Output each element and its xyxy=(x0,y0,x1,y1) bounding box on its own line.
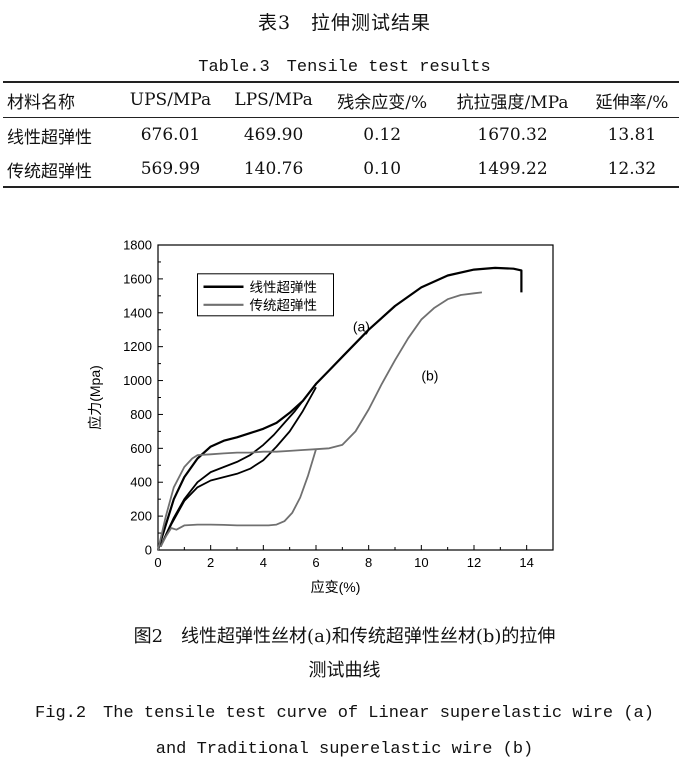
cell-material-name: 线性超弹性 xyxy=(7,127,92,148)
y-tick-label: 1400 xyxy=(123,305,152,320)
x-tick-label: 8 xyxy=(365,555,372,570)
x-axis-label: 应变(%) xyxy=(311,579,361,595)
header-residual-strain: 残余应变/% xyxy=(337,92,428,113)
header-ups: UPS/MPa xyxy=(129,90,212,110)
x-tick-label: 12 xyxy=(467,555,481,570)
legend-label: 线性超弹性 xyxy=(250,280,318,295)
series-line-2 xyxy=(159,383,317,547)
table-title: 表3 拉伸测试结果 xyxy=(257,12,432,34)
header-material-name: 材料名称 xyxy=(7,92,75,113)
series-annotations: (a) (b) xyxy=(353,318,439,383)
y-tick-label: 1200 xyxy=(123,339,152,354)
x-tick-label: 0 xyxy=(154,555,161,570)
figure-caption-english-line: and Traditional superelastic wire (b) xyxy=(155,740,534,759)
figure-caption-line: 图2 线性超弹性丝材(a)和传统超弹性丝材(b)的拉伸 xyxy=(133,626,556,647)
table-title-english: Table.3 Tensile test results xyxy=(198,58,491,77)
header-tensile-strength: 抗拉强度/MPa xyxy=(456,92,569,113)
results-table: 材料名称 UPS/MPa LPS/MPa 残余应变/% 抗拉强度/MPa 延伸率… xyxy=(3,81,679,188)
y-tick-label: 1600 xyxy=(123,271,152,286)
legend-label: 传统超弹性 xyxy=(250,298,318,313)
cell-lps: 140.76 xyxy=(243,159,304,179)
figure-caption: 图2 线性超弹性丝材(a)和传统超弹性丝材(b)的拉伸 测试曲线 xyxy=(0,620,689,688)
y-tick-label: 0 xyxy=(145,543,152,558)
cell-lps: 469.90 xyxy=(243,125,304,145)
cell-residual-strain: 0.12 xyxy=(363,125,402,145)
data-series xyxy=(156,266,523,551)
cell-material-name: 传统超弹性 xyxy=(7,161,92,182)
series-line-5 xyxy=(159,448,317,548)
x-tick-label: 4 xyxy=(260,555,267,570)
y-tick-label: 800 xyxy=(130,407,152,422)
table-row: 传统超弹性 569.99 140.76 0.10 1499.22 12.32 xyxy=(3,152,679,187)
header-lps: LPS/MPa xyxy=(234,90,313,110)
y-tick-label: 1800 xyxy=(123,238,152,253)
cell-residual-strain: 0.10 xyxy=(363,159,402,179)
series-annotation: (b) xyxy=(421,368,438,384)
x-tick-label: 10 xyxy=(414,555,428,570)
series-line-3 xyxy=(159,386,317,547)
cell-tensile-strength: 1670.32 xyxy=(477,125,548,145)
cell-elongation: 12.32 xyxy=(607,159,657,179)
x-tick-label: 6 xyxy=(312,555,319,570)
y-tick-label: 200 xyxy=(130,509,152,524)
cell-ups: 676.01 xyxy=(140,125,201,145)
series-annotation: (a) xyxy=(353,318,370,334)
series-line-4 xyxy=(157,291,483,551)
x-tick-label: 14 xyxy=(519,555,533,570)
figure-caption-line: 测试曲线 xyxy=(308,660,381,681)
figure-caption-english-line: Fig.2 The tensile test curve of Linear s… xyxy=(35,704,654,723)
figure-caption-english: Fig.2 The tensile test curve of Linear s… xyxy=(0,696,689,768)
x-tick-label: 2 xyxy=(207,555,214,570)
header-elongation: 延伸率/% xyxy=(595,92,669,113)
y-tick-label: 1000 xyxy=(123,373,152,388)
stress-strain-chart: 0 2 4 6 8 10 12 14 0 200 400 600 800 1000 1200 1400 1600… xyxy=(87,238,554,595)
table-header-row: 材料名称 UPS/MPa LPS/MPa 残余应变/% 抗拉强度/MPa 延伸率… xyxy=(3,82,679,118)
legend-box xyxy=(197,273,334,317)
table-row: 线性超弹性 676.01 469.90 0.12 1670.32 13.81 xyxy=(3,118,679,153)
y-tick-label: 600 xyxy=(130,441,152,456)
cell-ups: 569.99 xyxy=(140,159,201,179)
cell-elongation: 13.81 xyxy=(607,125,657,145)
y-axis-label: 应力(Mpa) xyxy=(87,365,103,430)
axis-ticks: 0 2 4 6 8 10 12 14 0 200 400 600 800 1000 1200 1400 1600… xyxy=(123,238,534,571)
y-tick-label: 400 xyxy=(130,475,152,490)
cell-tensile-strength: 1499.22 xyxy=(477,159,548,179)
